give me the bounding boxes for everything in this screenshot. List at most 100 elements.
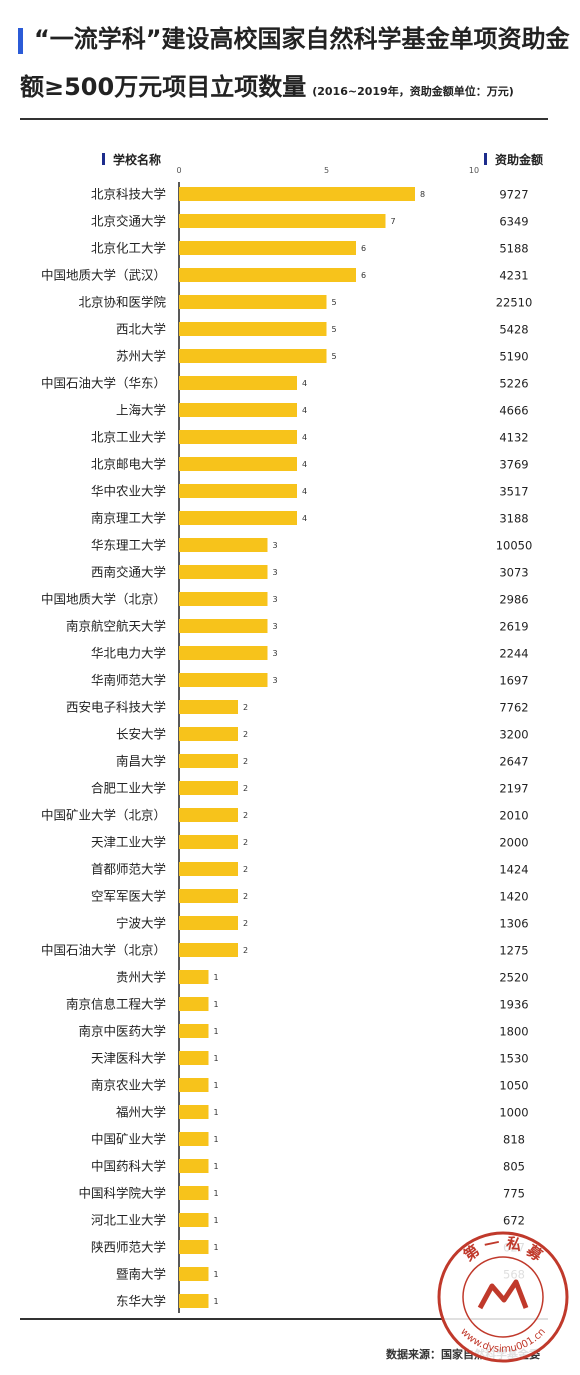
bar-value-label: 7 <box>391 217 396 226</box>
bar <box>179 1240 209 1254</box>
amount-value: 2520 <box>499 971 528 985</box>
bar <box>179 781 238 795</box>
bar-value-label: 1 <box>214 1162 219 1171</box>
category-label: 西北大学 <box>116 322 166 337</box>
bar-value-label: 2 <box>243 730 248 739</box>
category-label: 北京邮电大学 <box>91 457 166 472</box>
bar <box>179 1159 209 1173</box>
bar-value-label: 6 <box>361 271 366 280</box>
category-label: 南京农业大学 <box>91 1078 166 1093</box>
bar-value-label: 4 <box>302 433 307 442</box>
amount-value: 1050 <box>499 1079 528 1093</box>
bar-value-label: 1 <box>214 1216 219 1225</box>
title-divider <box>20 118 548 120</box>
amount-value: 1000 <box>499 1106 528 1120</box>
amount-value: 2619 <box>499 620 528 634</box>
chart-title-line2: 额≥500万元项目立项数量 (2016~2019年，资助金额单位：万元) <box>20 70 570 109</box>
bar-value-label: 3 <box>273 622 278 631</box>
bar-value-label: 5 <box>332 325 337 334</box>
bar-value-label: 3 <box>273 649 278 658</box>
bar <box>179 673 268 687</box>
amount-column-header: 资助金额 <box>484 152 543 168</box>
header-marker <box>102 153 105 165</box>
bar <box>179 943 238 957</box>
bar-value-label: 1 <box>214 1081 219 1090</box>
category-label: 华北电力大学 <box>91 646 166 661</box>
category-label: 陕西师范大学 <box>91 1240 166 1255</box>
bar-value-label: 2 <box>243 838 248 847</box>
category-label: 华中农业大学 <box>91 484 166 499</box>
chart-title-note: (2016~2019年，资助金额单位：万元) <box>312 85 514 98</box>
amount-value: 5428 <box>499 323 528 337</box>
bar <box>179 295 327 309</box>
bar <box>179 1294 209 1308</box>
bar-value-label: 4 <box>302 487 307 496</box>
category-label: 西安电子科技大学 <box>66 700 166 715</box>
bar-value-label: 4 <box>302 460 307 469</box>
category-label: 北京协和医学院 <box>78 295 166 310</box>
category-label: 北京化工大学 <box>91 241 166 256</box>
category-label: 东华大学 <box>116 1294 166 1309</box>
bar <box>179 430 297 444</box>
bar <box>179 808 238 822</box>
category-label: 中国矿业大学 <box>91 1132 166 1147</box>
school-column-header: 学校名称 <box>102 152 161 168</box>
bar-value-label: 2 <box>243 892 248 901</box>
amount-value: 10050 <box>496 539 533 553</box>
amount-value: 9727 <box>499 188 528 202</box>
amount-value: 5226 <box>499 377 528 391</box>
bar-value-label: 1 <box>214 1027 219 1036</box>
bar-value-label: 2 <box>243 784 248 793</box>
amount-value: 2986 <box>499 593 528 607</box>
category-label: 中国地质大学（武汉） <box>41 268 166 283</box>
amount-value: 818 <box>503 1133 525 1147</box>
category-label: 南京中医药大学 <box>78 1024 166 1039</box>
bar <box>179 484 297 498</box>
bar-value-label: 2 <box>243 811 248 820</box>
category-label: 中国科学院大学 <box>78 1186 166 1201</box>
bottom-divider <box>20 1318 548 1320</box>
bar-value-label: 1 <box>214 1189 219 1198</box>
bar <box>179 1078 209 1092</box>
seal-logo-icon <box>477 1279 529 1310</box>
bar-value-label: 2 <box>243 757 248 766</box>
category-label: 中国矿业大学（北京） <box>41 808 166 823</box>
amount-value: 3188 <box>499 512 528 526</box>
bar <box>179 700 238 714</box>
bar-value-label: 1 <box>214 1108 219 1117</box>
title-block: “一流学科”建设高校国家自然科学基金单项资助金 额≥500万元项目立项数量 (20… <box>0 0 580 120</box>
category-label: 南京航空航天大学 <box>66 619 166 634</box>
bar <box>179 457 297 471</box>
amount-value: 775 <box>503 1187 525 1201</box>
x-tick-label-1: 5 <box>324 166 329 175</box>
category-label: 南京理工大学 <box>91 511 166 526</box>
school-column-label: 学校名称 <box>113 153 162 167</box>
category-label: 空军军医大学 <box>91 889 166 904</box>
amount-value: 22510 <box>496 296 533 310</box>
bar <box>179 1267 209 1281</box>
header-marker <box>484 153 487 165</box>
bar-value-label: 1 <box>214 1000 219 1009</box>
amount-value: 3073 <box>499 566 528 580</box>
amount-value: 1420 <box>499 890 528 904</box>
x-tick-label-0: 0 <box>176 166 181 175</box>
amount-value: 4231 <box>499 269 528 283</box>
amount-value: 1306 <box>499 917 528 931</box>
x-tick-label-2: 10 <box>469 166 479 175</box>
amount-value: 1424 <box>499 863 528 877</box>
bar-value-label: 1 <box>214 1270 219 1279</box>
bar-value-label: 1 <box>214 1135 219 1144</box>
category-label: 首都师范大学 <box>91 862 166 877</box>
category-label: 华南师范大学 <box>91 673 166 688</box>
category-label: 宁波大学 <box>116 916 166 931</box>
bar-value-label: 5 <box>332 298 337 307</box>
bar <box>179 970 209 984</box>
bar-value-label: 1 <box>214 1243 219 1252</box>
amount-value: 3200 <box>499 728 528 742</box>
seal-stamp: 第 一 私 募 www.dysimu001.cn <box>437 1231 569 1363</box>
category-label: 贵州大学 <box>116 970 166 985</box>
category-label: 天津工业大学 <box>91 835 166 850</box>
category-label: 河北工业大学 <box>91 1213 166 1228</box>
chart-title-line1: “一流学科”建设高校国家自然科学基金单项资助金 <box>34 25 570 53</box>
bar-value-label: 1 <box>214 1054 219 1063</box>
